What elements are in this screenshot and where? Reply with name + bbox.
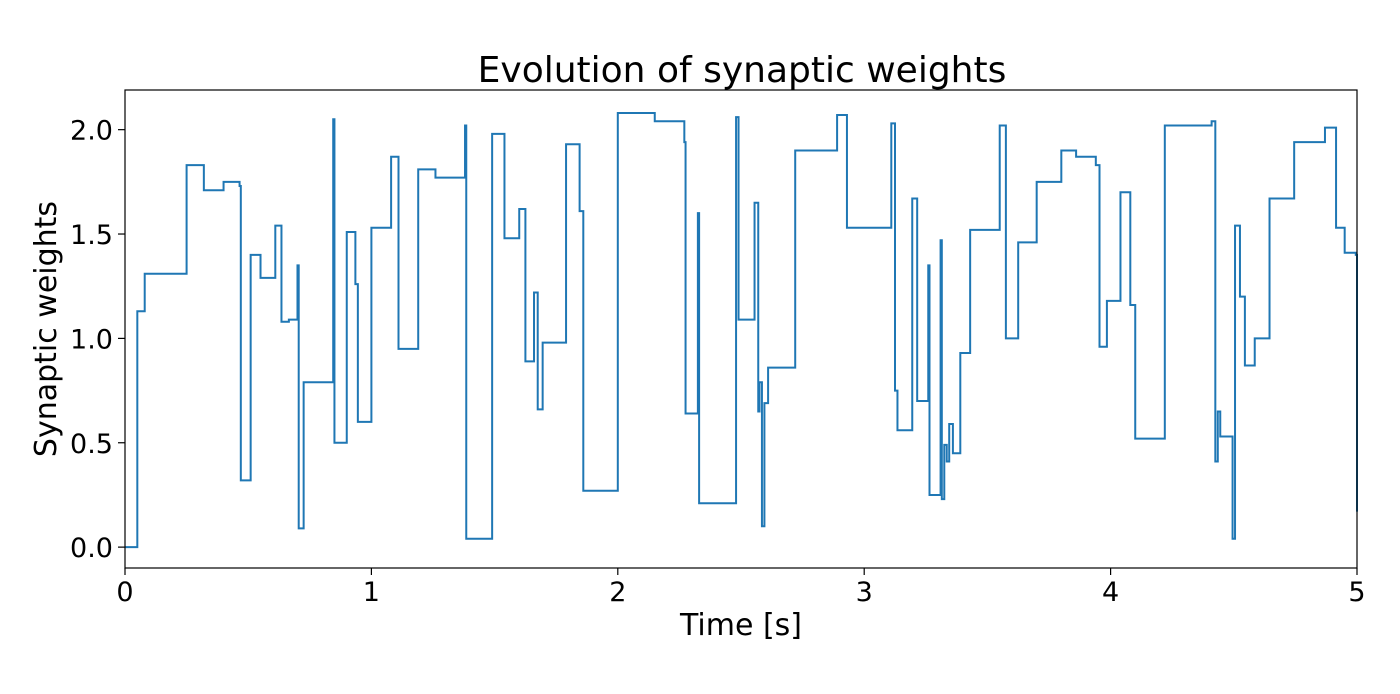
x-tick-label: 3: [856, 577, 873, 608]
x-tick-label: 0: [116, 577, 133, 608]
x-tick-label: 2: [609, 577, 626, 608]
chart-title: Evolution of synaptic weights: [478, 50, 1007, 91]
y-tick-label: 1.5: [70, 220, 113, 251]
y-tick-label: 0.0: [70, 533, 113, 564]
plot-background: [125, 90, 1357, 568]
axes-frame: [124, 89, 1358, 569]
y-tick-label: 2.0: [70, 116, 113, 147]
synaptic-weight-line: [125, 111, 1358, 549]
x-tick-label: 4: [1102, 577, 1119, 608]
y-tick-label: 1.0: [70, 324, 113, 355]
x-tick-label: 5: [1348, 577, 1365, 608]
x-tick-label: 1: [363, 577, 380, 608]
x-axis-ticks: 0 1 2 3 4 5: [116, 568, 1366, 608]
series-layer: [125, 111, 1358, 549]
plot-area: [124, 89, 1358, 569]
y-axis-label: Synaptic weights: [29, 201, 64, 457]
y-tick-label: 0.5: [70, 429, 113, 460]
x-axis-label: Time [s]: [679, 608, 802, 643]
y-axis-ticks: 0.0 0.5 1.0 1.5 2.0: [70, 116, 125, 564]
